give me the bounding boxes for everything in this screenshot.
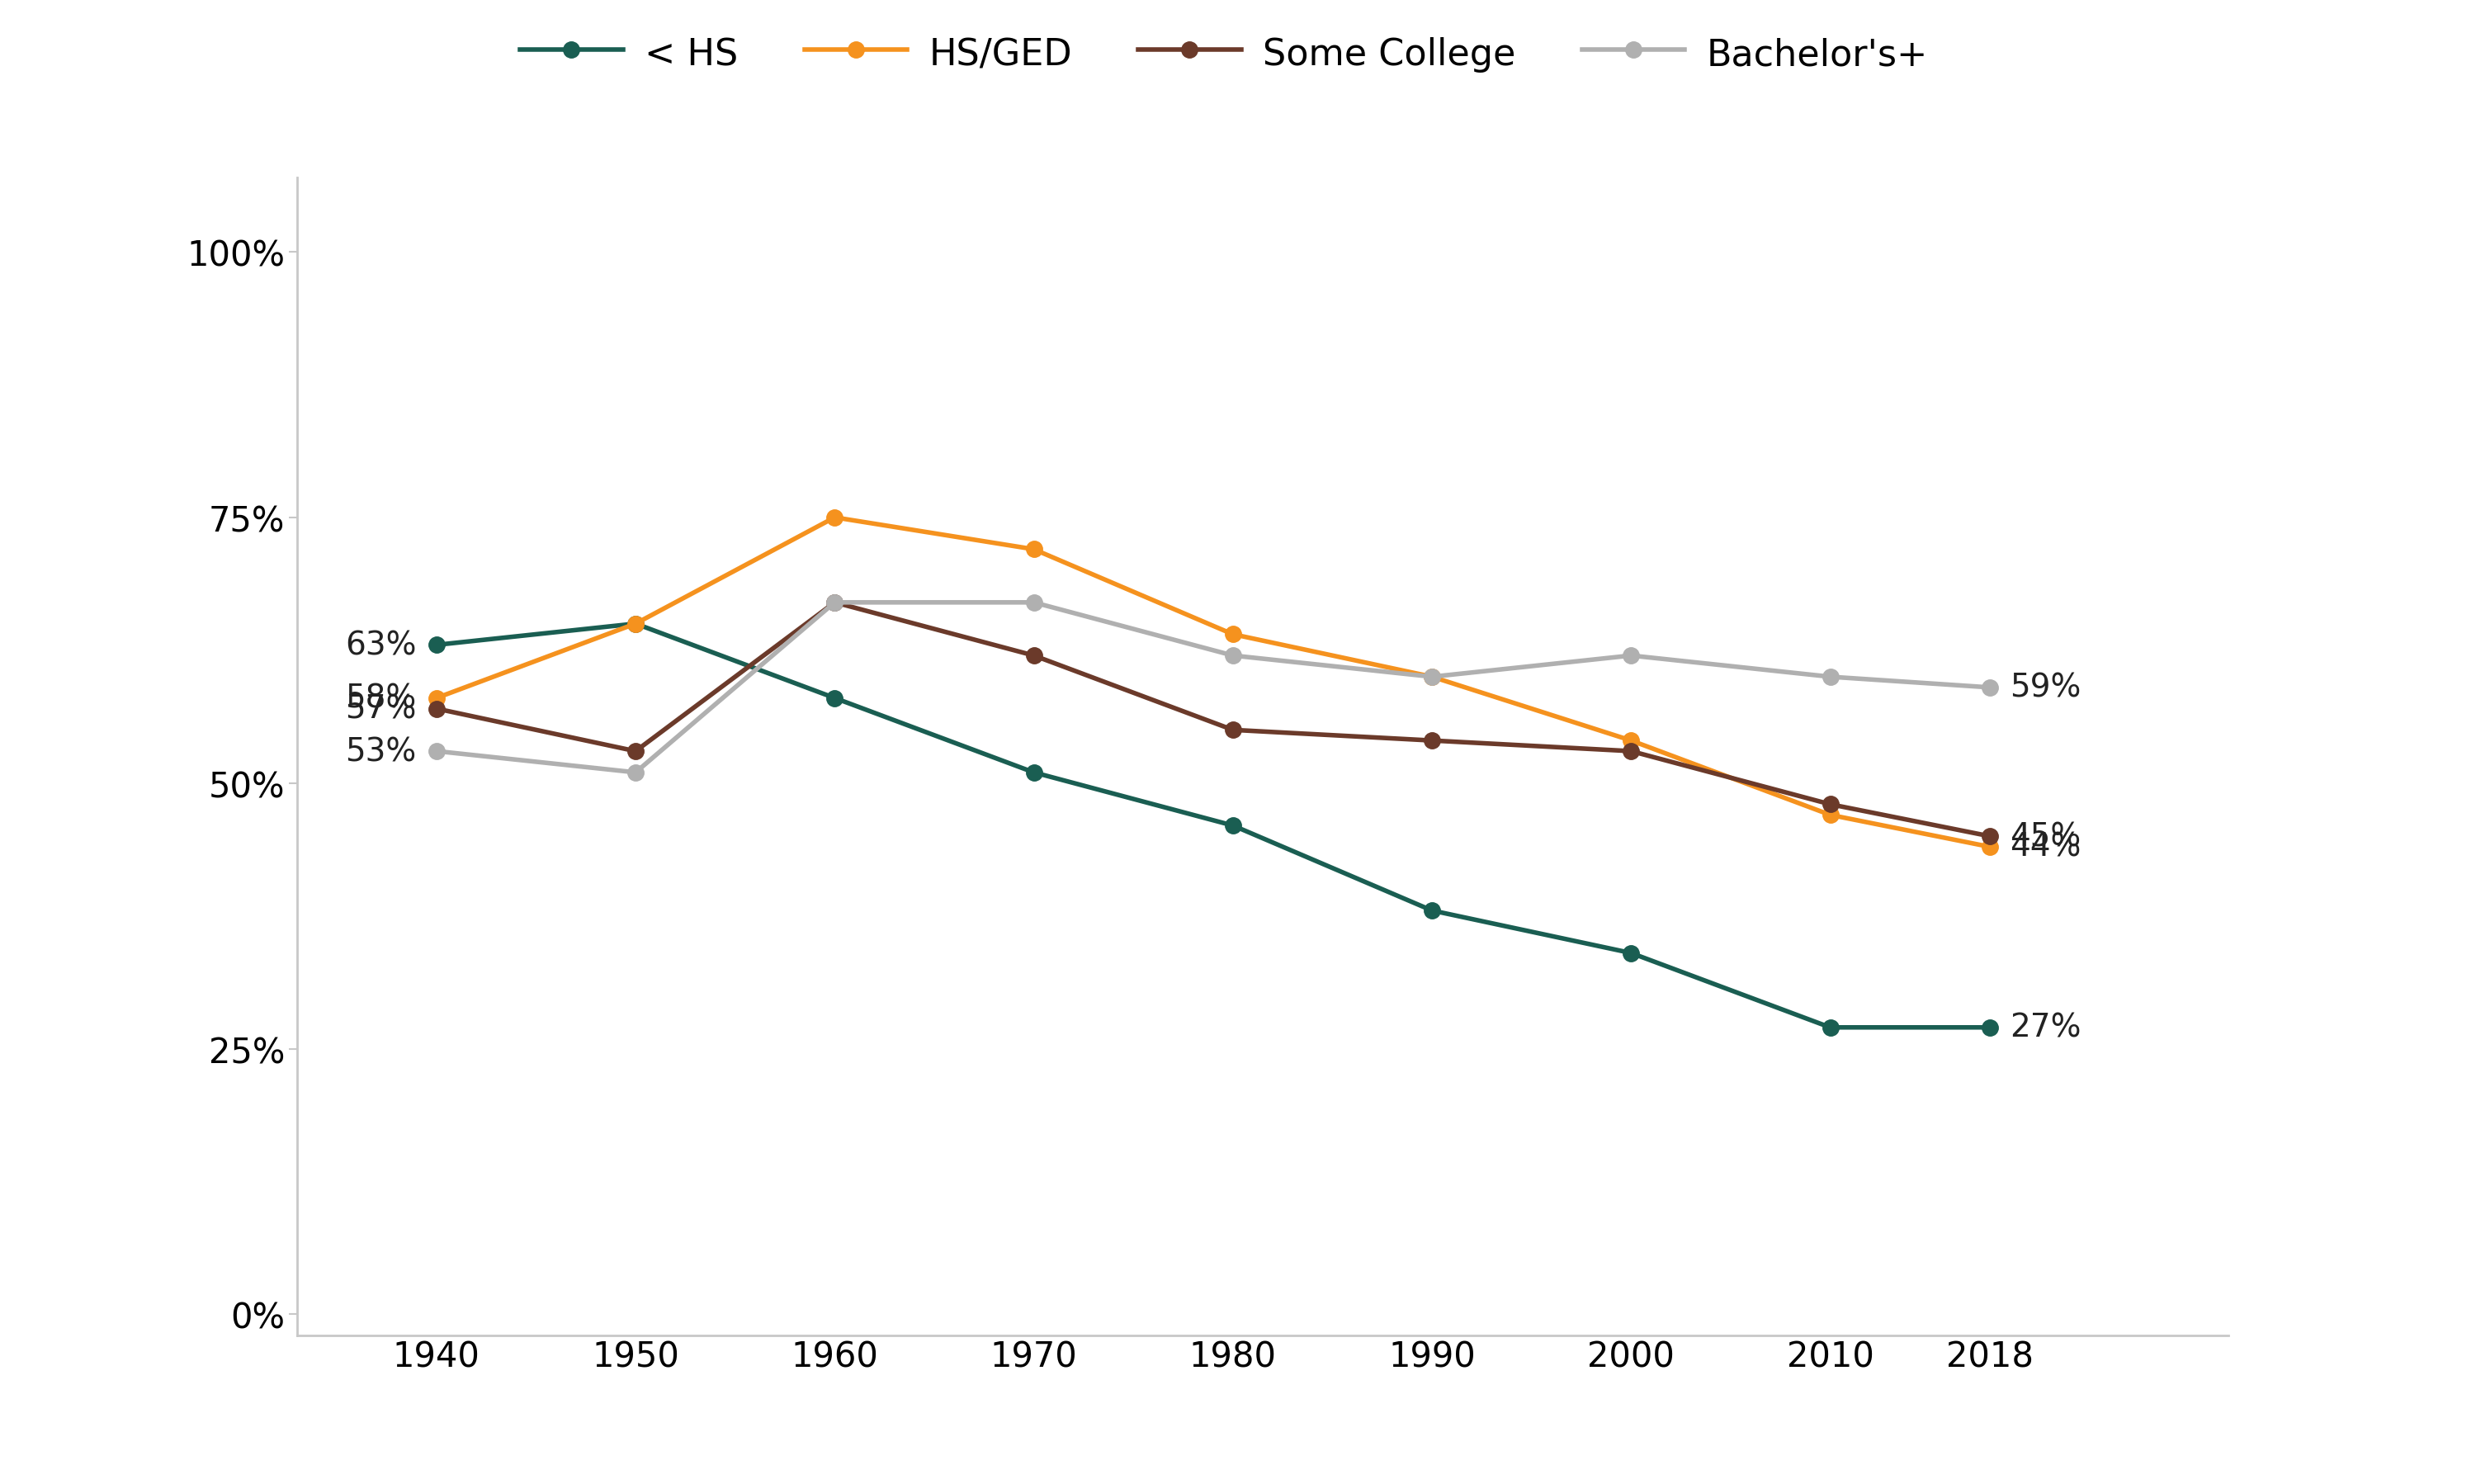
Some College — [1020, 647, 1050, 665]
< HS — [1416, 902, 1446, 920]
Bachelor's+ — [820, 594, 849, 611]
Text: 44%: 44% — [2011, 831, 2080, 862]
Bachelor's+ — [1976, 678, 2006, 696]
Text: 53%: 53% — [344, 736, 416, 767]
< HS — [421, 637, 451, 654]
Legend: < HS, HS/GED, Some College, Bachelor's+: < HS, HS/GED, Some College, Bachelor's+ — [520, 34, 1929, 73]
Bachelor's+ — [1416, 668, 1446, 686]
HS/GED — [421, 690, 451, 708]
< HS — [621, 616, 651, 634]
Line: Some College: Some College — [428, 595, 1998, 844]
Bachelor's+ — [1020, 594, 1050, 611]
Bachelor's+ — [421, 742, 451, 760]
< HS — [1976, 1018, 2006, 1036]
Line: Bachelor's+: Bachelor's+ — [428, 595, 1998, 781]
HS/GED — [1020, 540, 1050, 558]
Some College — [1218, 721, 1248, 739]
Some College — [1617, 742, 1647, 760]
Text: 63%: 63% — [344, 629, 416, 660]
< HS — [1617, 944, 1647, 962]
Text: 45%: 45% — [2011, 821, 2080, 852]
Bachelor's+ — [1218, 647, 1248, 665]
Some College — [1815, 795, 1845, 813]
Some College — [421, 700, 451, 718]
HS/GED — [1815, 806, 1845, 824]
Text: 57%: 57% — [344, 693, 416, 724]
Bachelor's+ — [1617, 647, 1647, 665]
HS/GED — [820, 509, 849, 527]
Text: 58%: 58% — [344, 683, 416, 714]
Text: 59%: 59% — [2011, 672, 2080, 703]
Text: 27%: 27% — [2011, 1012, 2080, 1043]
< HS — [1218, 818, 1248, 835]
Some College — [621, 742, 651, 760]
HS/GED — [1617, 732, 1647, 749]
< HS — [820, 690, 849, 708]
HS/GED — [1976, 838, 2006, 856]
HS/GED — [621, 616, 651, 634]
Line: < HS: < HS — [428, 616, 1998, 1036]
Line: HS/GED: HS/GED — [428, 510, 1998, 855]
Some College — [1416, 732, 1446, 749]
Some College — [1976, 828, 2006, 846]
Some College — [820, 594, 849, 611]
Bachelor's+ — [621, 764, 651, 782]
HS/GED — [1218, 626, 1248, 644]
< HS — [1815, 1018, 1845, 1036]
< HS — [1020, 764, 1050, 782]
Bachelor's+ — [1815, 668, 1845, 686]
HS/GED — [1416, 668, 1446, 686]
